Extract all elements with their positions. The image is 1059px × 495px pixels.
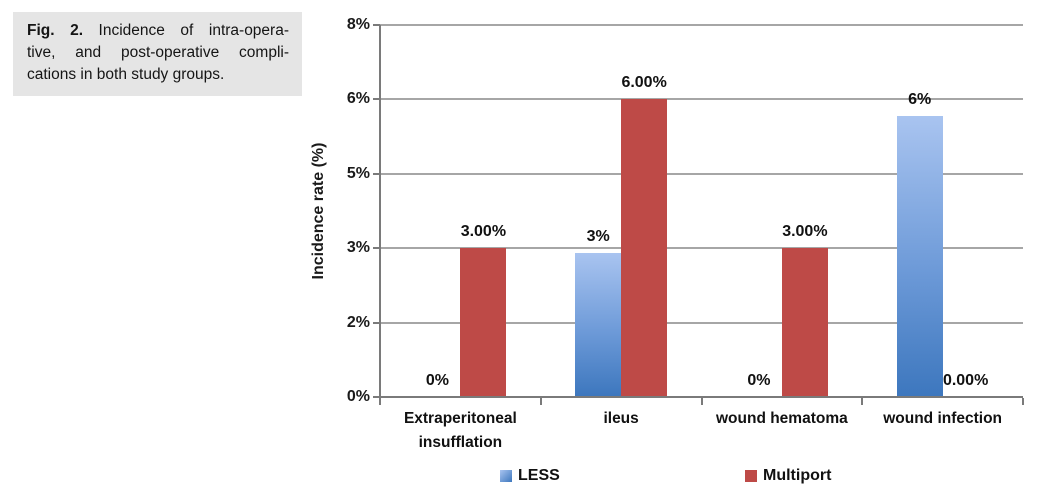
legend-item-multiport: Multiport [745, 467, 831, 485]
bar-multiport-0 [460, 248, 507, 396]
legend-label: Multiport [763, 467, 832, 484]
y-tick-label: 3% [346, 239, 370, 257]
x-axis-line [380, 396, 1023, 398]
y-tick-label: 5% [346, 164, 370, 182]
y-axis-tick [373, 247, 380, 250]
bar-less-3 [896, 115, 943, 396]
gridline [380, 98, 1023, 101]
legend-swatch-multiport [745, 470, 757, 482]
gridline [380, 321, 1023, 324]
x-category-label: wound infection [883, 410, 1003, 427]
bar-value-label: 6.00% [621, 74, 667, 92]
x-category-label: ileus [603, 410, 639, 427]
caption-line-2: tive, and post-operative compli- [27, 44, 289, 61]
y-tick-label: 0% [346, 388, 370, 405]
x-category-label: wound hematoma [715, 410, 848, 427]
gridline [380, 172, 1023, 175]
y-axis-line [379, 25, 381, 399]
y-tick-label: 8% [346, 16, 370, 33]
caption-line-1-text: Incidence of intra-opera- [98, 22, 289, 39]
y-axis-tick [373, 396, 380, 398]
caption-figure-label: Fig. 2. [27, 22, 84, 39]
bar-value-label: 3.00% [460, 223, 507, 241]
y-axis-tick [373, 172, 380, 175]
x-axis-tick [539, 398, 542, 405]
x-axis-tick [1022, 398, 1024, 405]
legend-swatch-less [500, 470, 512, 482]
caption-line-3: cations in both study groups. [27, 66, 225, 83]
x-axis-tick [700, 398, 703, 405]
y-axis-tick [373, 98, 380, 101]
bar-value-label: 0.00% [942, 372, 989, 389]
bar-multiport-2 [781, 248, 828, 396]
x-axis-tick [861, 398, 864, 405]
bar-value-label: 3.00% [782, 223, 828, 241]
bar-value-label: 0% [747, 372, 771, 389]
y-axis-tick [373, 321, 380, 324]
y-tick-label: 2% [346, 313, 370, 331]
bar-value-label: 0% [425, 372, 449, 389]
x-axis-tick [379, 398, 381, 405]
bar-value-label: 3% [586, 227, 610, 245]
gridline [380, 24, 1023, 26]
caption-line-1: Fig. 2. Incidence of intra-opera- [27, 20, 289, 42]
x-category-label: Extraperitoneal insufflation [403, 410, 517, 452]
bar-less-1 [575, 252, 622, 396]
bar-value-label: 6% [908, 90, 932, 108]
legend-item-less: LESS [500, 467, 560, 485]
y-tick-label: 6% [346, 90, 370, 108]
figure-caption-box: Fig. 2. Incidence of intra-opera- tive, … [13, 12, 302, 96]
gridline [380, 247, 1023, 250]
bar-multiport-1 [621, 99, 668, 396]
legend-label: LESS [518, 467, 560, 484]
y-axis-tick [373, 24, 380, 26]
